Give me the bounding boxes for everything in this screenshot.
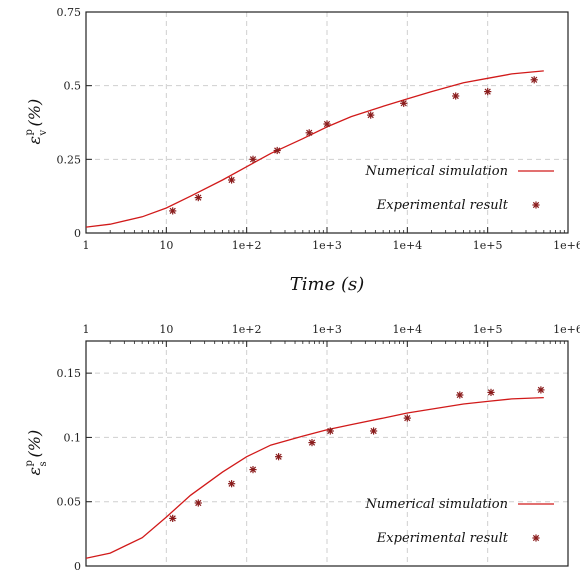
y-tick-label: 0.15 — [57, 367, 82, 380]
y-axis-symbol: ε — [25, 136, 44, 145]
x-tick-label: 1e+5 — [473, 239, 503, 252]
data-point-experimental — [275, 453, 283, 461]
y-axis-unit: (%) — [25, 99, 44, 127]
legend-label-markers: Experimental result — [376, 198, 509, 213]
data-point-experimental — [456, 391, 464, 399]
data-point-experimental — [308, 439, 316, 447]
y-tick-label: 0 — [74, 227, 81, 240]
data-point-experimental — [452, 92, 460, 100]
data-point-experimental — [400, 99, 408, 107]
data-point-experimental — [323, 120, 331, 128]
x-axis-label: Time (s) — [290, 274, 365, 295]
legend-swatch-marker — [532, 534, 540, 542]
data-point-experimental — [487, 388, 495, 396]
data-point-experimental — [403, 414, 411, 422]
data-point-experimental — [228, 176, 236, 184]
x-tick-label: 1e+6 — [553, 323, 580, 336]
data-point-experimental — [249, 155, 257, 163]
series-line-numerical-simulation — [86, 396, 544, 559]
y-tick-label: 0.05 — [57, 496, 82, 509]
data-point-experimental — [273, 146, 281, 155]
x-tick-label: 1e+3 — [312, 239, 342, 252]
x-tick-label: 1e+3 — [312, 323, 342, 336]
data-point-experimental — [305, 129, 313, 137]
x-tick-label: 1e+4 — [392, 239, 422, 252]
y-axis-superscript: p — [24, 460, 35, 466]
x-tick-label: 10 — [159, 323, 173, 336]
y-axis-subscript: s — [38, 461, 49, 466]
x-tick-label: 1e+6 — [553, 239, 580, 252]
y-tick-label: 0.25 — [57, 153, 82, 166]
chart-panel-1: 1 10 1e+2 1e+3 1e+4 1e+5 1e+6 0 0.25 0.5 0.75 εp v (%… — [24, 6, 580, 295]
x-tick-label: 1e+2 — [232, 323, 262, 336]
y-tick-label: 0.75 — [57, 6, 82, 19]
data-point-experimental — [370, 427, 378, 435]
y-axis-symbol: ε — [25, 467, 44, 476]
data-point-experimental — [367, 111, 375, 119]
x-tick-label: 1e+5 — [473, 323, 503, 336]
y-axis-unit: (%) — [25, 430, 44, 458]
legend-swatch-marker — [532, 201, 540, 209]
y-axis-label: εp s (%) — [24, 430, 49, 476]
data-point-experimental — [194, 499, 202, 507]
chart-panel-2: 1 10 1e+2 1e+3 1e+4 1e+5 1e+6 0 0.05 0.1 0.15 εp s (%… — [24, 323, 580, 573]
y-axis-subscript: v — [38, 130, 49, 137]
data-point-experimental — [530, 76, 538, 84]
legend-label-markers: Experimental result — [376, 531, 509, 546]
data-point-experimental — [169, 207, 177, 215]
legend-label-line: Numerical simulation — [365, 164, 508, 179]
y-tick-label: 0.5 — [64, 80, 82, 93]
data-point-experimental — [484, 87, 492, 96]
series-line-numerical-simulation — [86, 70, 544, 228]
data-point-experimental — [537, 386, 545, 394]
data-point-experimental — [169, 514, 177, 523]
y-tick-label: 0.1 — [64, 431, 82, 444]
y-axis-superscript: p — [24, 129, 35, 135]
x-tick-label: 1e+4 — [392, 323, 422, 336]
data-point-experimental — [249, 466, 257, 474]
x-tick-label: 10 — [159, 239, 173, 252]
y-axis-label: εp v (%) — [24, 99, 49, 145]
x-tick-label: 1 — [83, 323, 90, 336]
data-point-experimental — [228, 480, 236, 488]
x-tick-label: 1 — [83, 239, 90, 252]
legend-label-line: Numerical simulation — [365, 497, 508, 512]
y-tick-label: 0 — [74, 560, 81, 573]
x-tick-label: 1e+2 — [232, 239, 262, 252]
data-point-experimental — [194, 194, 202, 202]
data-point-experimental — [326, 427, 334, 435]
